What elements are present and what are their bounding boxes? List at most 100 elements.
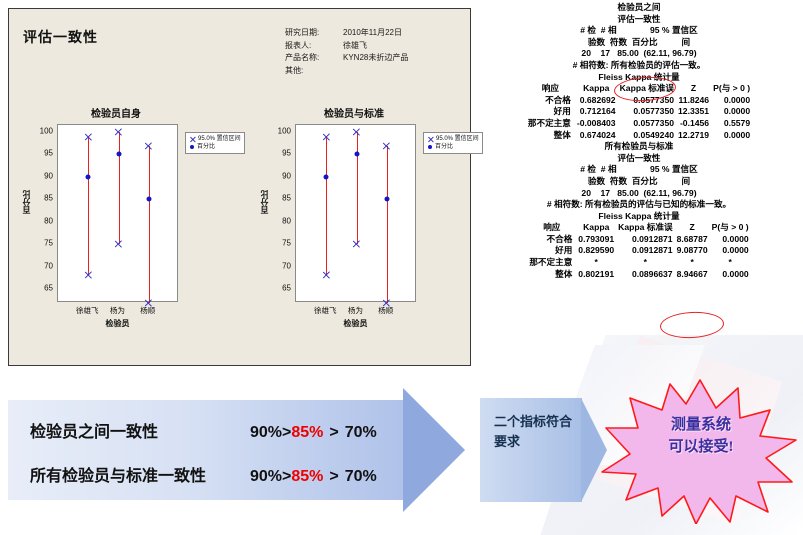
criterion-highlight: 85% — [291, 468, 324, 485]
criterion-row-2: 所有检验员与标准一致性 90%>85% >70% — [30, 462, 377, 486]
cell-response: 那不定主意 — [527, 117, 571, 128]
criterion-gt-2: > — [329, 468, 339, 485]
cell-p: * — [728, 257, 732, 268]
summary-header-line-2: 验数 符数 百分比 间 — [587, 175, 691, 186]
summary-values: 20 17 85.00 (62.11, 96.79) — [581, 187, 697, 198]
percent-data-point — [384, 196, 390, 202]
chart-legend: 95.0% 置信区间 百分比 — [423, 132, 483, 154]
dot-marker-icon — [190, 145, 194, 149]
chart-inspector-self: 检验员自身 百分比 65 70 75 80 85 90 95 100 徐雄飞 杨为 杨顺 检验员 … — [22, 105, 263, 330]
criterion-left: 90% — [250, 468, 283, 485]
confidence-interval-line — [386, 146, 388, 303]
x-tick-label: 杨顺 — [378, 306, 394, 315]
arrow-head-icon — [403, 388, 465, 512]
chart-title: 检验员自身 — [91, 109, 141, 120]
y-tick-label: 85 — [44, 193, 53, 203]
meta-value — [343, 65, 408, 78]
x-tick-label: 杨顺 — [140, 306, 156, 315]
y-tick-label: 100 — [277, 126, 291, 136]
col-kappa-se: Kappa 标准误 — [619, 83, 675, 94]
meta-key: 报表人: — [285, 40, 312, 50]
arrow-body — [8, 400, 408, 500]
table-row: 不合格 0.682692 0.0577350 11.8246 0.0000 — [526, 95, 752, 107]
cell-se: 0.0577350 — [633, 117, 675, 128]
y-tick-label: 65 — [282, 283, 291, 293]
y-tick-label: 100 — [39, 126, 53, 136]
meta-key: 其他: — [285, 65, 304, 75]
percent-data-point — [323, 174, 329, 180]
ci-endpoint-marker — [84, 133, 93, 142]
meta-row: 其他: — [285, 65, 408, 78]
meta-row: 产品名称: KYN28未折边产品 — [285, 52, 408, 65]
cell-se: 0.0912871 — [631, 245, 673, 256]
ci-endpoint-marker — [352, 127, 361, 136]
ci-endpoint-marker — [114, 127, 123, 136]
meta-value: 2010年11月22日 — [343, 28, 402, 37]
legend-entry: 95.0% 置信区间 — [189, 135, 241, 143]
criterion-gt-1: > — [282, 468, 292, 485]
minitab-report-panel: 评估一致性 研究日期: 2010年11月22日 报表人: 徐雄飞 产品名称: K… — [8, 8, 483, 366]
y-tick-label: 65 — [44, 283, 53, 293]
percent-data-point — [116, 151, 121, 157]
criterion-right: 70% — [344, 468, 377, 485]
cell-response: 整体 — [555, 268, 573, 279]
confidence-interval-line — [356, 131, 358, 244]
cell-z: 11.8246 — [678, 94, 710, 105]
chevron-text: 二个指标符合要求 — [494, 414, 573, 449]
report-metadata: 研究日期: 2010年11月22日 报表人: 徐雄飞 产品名称: KYN28未折… — [285, 27, 408, 77]
cell-z: 12.3351 — [678, 106, 710, 117]
x-axis-label: 检验员 — [105, 319, 130, 328]
y-axis-ticks: 65 70 75 80 85 90 95 100 — [31, 124, 55, 302]
cell-p: 0.0000 — [722, 233, 749, 244]
col-kappa: Kappa — [583, 83, 610, 94]
cell-kappa: 0.802191 — [578, 268, 615, 279]
x-marker-icon — [189, 136, 196, 143]
cell-p: 0.0000 — [722, 245, 749, 256]
legend-label: 95.0% 置信区间 — [436, 136, 479, 142]
y-tick-label: 80 — [282, 216, 291, 226]
cell-kappa: 0.793091 — [578, 233, 615, 244]
col-response: 响应 — [541, 83, 559, 94]
cell-response: 好用 — [553, 106, 571, 117]
criterion-left: 90% — [250, 424, 283, 441]
kappa-title: Fleiss Kappa 统计量 — [598, 210, 680, 221]
cell-kappa: 0.712164 — [579, 106, 616, 117]
criterion-highlight: 85% — [291, 424, 324, 441]
summary-values: 20 17 85.00 (62.11, 96.79) — [581, 48, 697, 59]
y-tick-label: 95 — [282, 148, 291, 158]
legend-label: 95.0% 置信区间 — [198, 136, 241, 142]
table-row: 那不定主意 -0.008403 0.0577350 -0.1456 0.5579 — [526, 118, 752, 130]
y-tick-label: 75 — [282, 238, 291, 248]
cell-z: * — [690, 257, 694, 268]
y-tick-label: 85 — [282, 193, 291, 203]
x-axis-ticks: 徐雄飞 杨为 杨顺 — [295, 305, 416, 319]
stats-section-vs-standard: 所有检验员与标准 评估一致性 # 检 # 相 95 % 置信区 验数 符数 百分… — [478, 141, 800, 280]
cell-kappa: -0.008403 — [576, 117, 616, 128]
table-row: 好用 0.712164 0.0577350 12.3351 0.0000 — [526, 106, 752, 118]
report-title: 评估一致性 — [23, 29, 98, 45]
y-tick-label: 75 — [44, 238, 53, 248]
cell-kappa: 0.674024 — [579, 129, 616, 140]
x-tick-label: 徐雄飞 — [76, 306, 99, 315]
chart-title: 检验员与标准 — [324, 109, 384, 120]
cell-p: 0.0000 — [723, 106, 751, 117]
confidence-interval-line — [118, 131, 120, 244]
chart-legend: 95.0% 置信区间 百分比 — [185, 132, 245, 154]
plot-area — [295, 124, 416, 303]
col-p: P(与 > 0 ) — [713, 83, 751, 94]
annotation-ellipse-overall — [659, 310, 725, 340]
cell-response: 整体 — [553, 129, 571, 140]
cell-se: 0.0912871 — [631, 233, 673, 244]
section-heading: 所有检验员与标准 — [604, 141, 674, 152]
x-tick-label: 徐雄飞 — [314, 306, 337, 315]
legend-entry: 百分比 — [427, 143, 479, 151]
kappa-table-2: 响应 Kappa Kappa 标准误 Z P(与 > 0 ) 不合格 0.793… — [527, 222, 750, 280]
x-axis-label: 检验员 — [343, 319, 368, 328]
conclusion-arrow-banner: 检验员之间一致性 90%>85% >70% 所有检验员与标准一致性 90%>85% >7… — [8, 388, 478, 512]
col-kappa-se: Kappa 标准误 — [618, 222, 673, 233]
chevron-box — [480, 398, 582, 502]
section-heading: 检验员之间 — [617, 2, 661, 12]
cell-response: 那不定主意 — [529, 257, 573, 268]
y-tick-label: 70 — [44, 261, 53, 271]
y-tick-label: 90 — [282, 171, 291, 181]
